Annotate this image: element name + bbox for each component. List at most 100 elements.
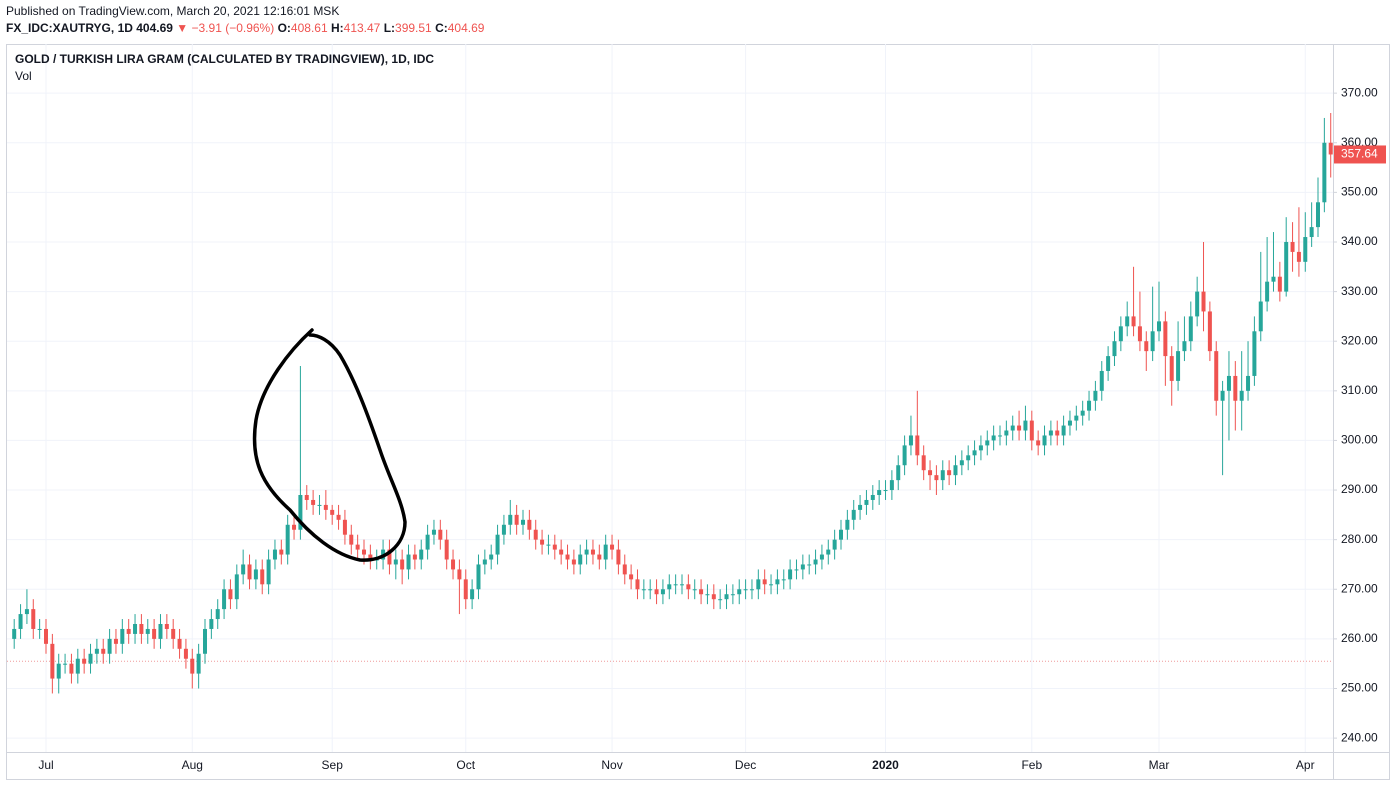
candle-body (1277, 276, 1282, 292)
candle-body (203, 628, 207, 654)
candle-body (896, 465, 901, 481)
candle-body (559, 549, 564, 555)
candle-body (18, 614, 23, 629)
y-tick-label: 290.00 (1341, 482, 1378, 496)
candle-body (336, 514, 341, 520)
candle-body (819, 554, 824, 560)
y-tick-label: 340.00 (1341, 234, 1378, 248)
y-tick-label: 330.00 (1341, 284, 1378, 298)
candle-body (1214, 351, 1219, 401)
candle-body (864, 499, 869, 505)
candle-body (393, 559, 398, 565)
candle-body (355, 544, 360, 550)
candle-body (902, 445, 907, 466)
candle-body (1163, 321, 1168, 357)
candle-body (807, 564, 812, 566)
candle-body (953, 465, 958, 476)
candle-body (190, 658, 195, 674)
candle-body (222, 589, 227, 610)
candle-body (1131, 316, 1136, 327)
candle-body (775, 579, 780, 585)
chart-title: GOLD / TURKISH LIRA GRAM (CALCULATED BY … (15, 52, 434, 66)
candle-body (292, 524, 297, 530)
candle-body (1252, 331, 1257, 376)
candle-body (1150, 331, 1155, 352)
candle-body (692, 589, 697, 591)
quote-line: FX_IDC:XAUTRYG, 1D 404.69 ▼ −3.91 (−0.96… (6, 21, 485, 35)
candle-body (24, 609, 29, 615)
candle-body (1296, 251, 1301, 262)
candle-body (463, 579, 468, 600)
candle-body (1017, 425, 1022, 431)
candle-body (1029, 420, 1034, 441)
chart-subtitle: Vol (15, 69, 32, 83)
candle-body (769, 584, 774, 586)
candle-body (495, 534, 500, 555)
candle-body (1195, 291, 1200, 317)
candle-body (1010, 425, 1015, 431)
y-tick-label: 310.00 (1341, 383, 1378, 397)
symbol: FX_IDC:XAUTRYG, 1D (6, 21, 133, 35)
last-price-label: 357.64 (1341, 147, 1378, 161)
candle-body (730, 594, 735, 596)
candle-body (756, 579, 761, 590)
candle-body (985, 440, 990, 446)
candle-body (1239, 390, 1244, 401)
candle-body (1176, 351, 1181, 381)
candle-body (1087, 400, 1092, 411)
candle-body (1125, 316, 1130, 327)
candle-body (63, 663, 68, 665)
candle-body (482, 559, 487, 565)
candle-body (616, 549, 621, 565)
candle-body (1137, 326, 1142, 342)
candle-body (387, 549, 392, 565)
candle-body (50, 643, 55, 679)
candle-body (1316, 202, 1320, 228)
published-line: Published on TradingView.com, March 20, … (6, 4, 339, 18)
chart-frame (6, 44, 1390, 780)
candle-body (298, 495, 303, 530)
candle-body (699, 589, 704, 595)
candle-body (749, 589, 754, 591)
candle-body (858, 504, 863, 510)
candle-body (44, 628, 48, 644)
candle-body (1106, 356, 1111, 371)
candle-body (1328, 142, 1333, 155)
candle-body (164, 624, 169, 629)
candle-body (1169, 356, 1174, 381)
candle-body (571, 559, 576, 565)
candle-body (908, 435, 913, 446)
candle-body (1246, 375, 1251, 391)
candle-body (832, 539, 837, 550)
candle-body (215, 609, 220, 620)
candle-body (508, 514, 513, 525)
candle-body (1188, 316, 1193, 342)
y-tick-label: 260.00 (1341, 631, 1378, 645)
candle-body (241, 564, 246, 575)
candle-body (183, 648, 188, 659)
candles (12, 112, 1333, 694)
candle-body (272, 549, 277, 560)
candle-body (851, 509, 856, 520)
x-tick-label: Dec (735, 758, 756, 772)
candle-body (959, 460, 964, 466)
candle-body (113, 638, 118, 644)
candle-body (839, 529, 843, 540)
candle-body (1099, 370, 1104, 391)
candle-body (889, 480, 894, 491)
candle-body (139, 624, 144, 634)
candle-body (177, 638, 182, 649)
candle-body (1036, 440, 1041, 446)
candle-body (406, 554, 411, 570)
candle-body (412, 554, 417, 560)
open-label: O: (278, 21, 291, 35)
candle-body (584, 549, 589, 555)
candle-body (152, 628, 157, 639)
candle-body (349, 534, 354, 545)
candle-body (438, 529, 443, 540)
candle-body (635, 579, 640, 590)
candle-body (1112, 341, 1117, 357)
y-tick-label: 270.00 (1341, 581, 1378, 595)
y-tick-label: 300.00 (1341, 433, 1378, 447)
candle-body (31, 609, 36, 629)
